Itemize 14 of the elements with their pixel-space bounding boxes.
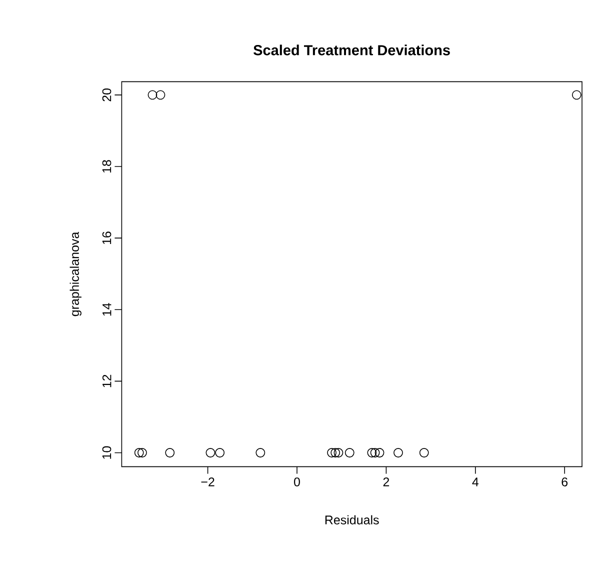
x-tick-label: 2	[383, 478, 390, 486]
y-axis-title: graphicalanova	[70, 232, 82, 316]
x-axis-title: Residuals	[325, 515, 379, 524]
y-tick-label: 10	[102, 446, 112, 459]
y-tick-label: 20	[102, 88, 112, 102]
y-tick-label: 14	[102, 303, 112, 316]
x-tick-label: −2	[201, 478, 214, 486]
y-tick-label: 18	[102, 160, 112, 172]
x-tick-label: 4	[472, 478, 479, 486]
x-tick-label: 6	[562, 478, 568, 486]
y-tick-label: 16	[102, 232, 112, 244]
y-tick-label: 12	[102, 374, 112, 388]
x-tick-label: 0	[294, 478, 300, 486]
chart-title: Scaled Treatment Deviations	[254, 44, 450, 56]
